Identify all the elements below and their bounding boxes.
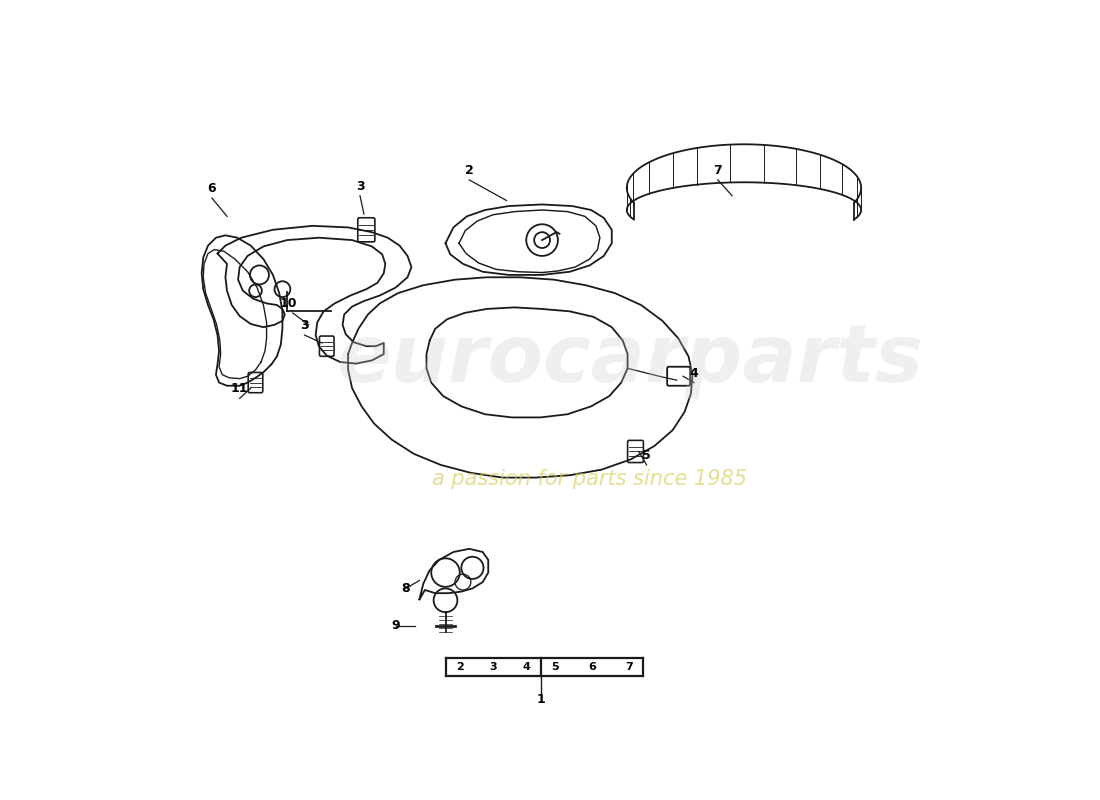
Text: 11: 11 xyxy=(231,382,249,395)
Text: 5: 5 xyxy=(551,662,559,672)
Text: 6: 6 xyxy=(208,182,217,195)
Text: 10: 10 xyxy=(280,297,297,310)
Text: 9: 9 xyxy=(392,619,400,632)
Text: 8: 8 xyxy=(402,582,410,595)
Text: 7: 7 xyxy=(714,164,723,177)
Text: 4: 4 xyxy=(522,662,530,672)
Text: 7: 7 xyxy=(625,662,632,672)
Text: 3: 3 xyxy=(300,319,309,332)
Text: 4: 4 xyxy=(690,366,698,379)
Text: eurocarparts: eurocarparts xyxy=(336,322,923,399)
Text: 2: 2 xyxy=(455,662,463,672)
Text: 3: 3 xyxy=(355,180,364,193)
Text: a passion for parts since 1985: a passion for parts since 1985 xyxy=(432,469,747,489)
Text: 3: 3 xyxy=(490,662,497,672)
Text: 6: 6 xyxy=(588,662,596,672)
Text: 5: 5 xyxy=(642,449,651,462)
Text: 1: 1 xyxy=(536,693,544,706)
Text: 2: 2 xyxy=(465,164,474,177)
